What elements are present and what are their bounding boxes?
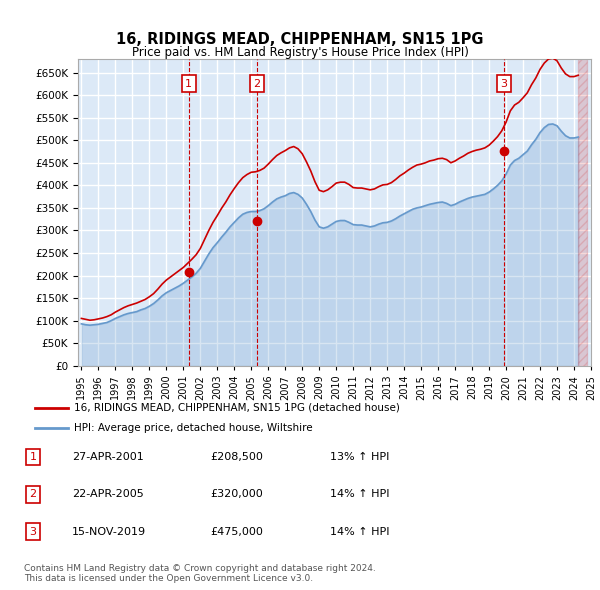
Text: 22-APR-2005: 22-APR-2005 [72,490,144,499]
Text: 1: 1 [29,453,37,462]
Text: 3: 3 [500,79,508,89]
Text: 2: 2 [29,490,37,499]
Text: £208,500: £208,500 [210,453,263,462]
Text: 13% ↑ HPI: 13% ↑ HPI [330,453,389,462]
Text: HPI: Average price, detached house, Wiltshire: HPI: Average price, detached house, Wilt… [74,424,313,434]
Text: 16, RIDINGS MEAD, CHIPPENHAM, SN15 1PG (detached house): 16, RIDINGS MEAD, CHIPPENHAM, SN15 1PG (… [74,403,400,412]
Text: 3: 3 [29,527,37,536]
Text: 15-NOV-2019: 15-NOV-2019 [72,527,146,536]
Text: £475,000: £475,000 [210,527,263,536]
Text: 14% ↑ HPI: 14% ↑ HPI [330,490,389,499]
Text: Contains HM Land Registry data © Crown copyright and database right 2024.
This d: Contains HM Land Registry data © Crown c… [24,563,376,583]
Text: 27-APR-2001: 27-APR-2001 [72,453,144,462]
Text: 16, RIDINGS MEAD, CHIPPENHAM, SN15 1PG: 16, RIDINGS MEAD, CHIPPENHAM, SN15 1PG [116,32,484,47]
Text: £320,000: £320,000 [210,490,263,499]
Text: 1: 1 [185,79,192,89]
Text: 14% ↑ HPI: 14% ↑ HPI [330,527,389,536]
Text: Price paid vs. HM Land Registry's House Price Index (HPI): Price paid vs. HM Land Registry's House … [131,46,469,59]
Text: 2: 2 [253,79,260,89]
